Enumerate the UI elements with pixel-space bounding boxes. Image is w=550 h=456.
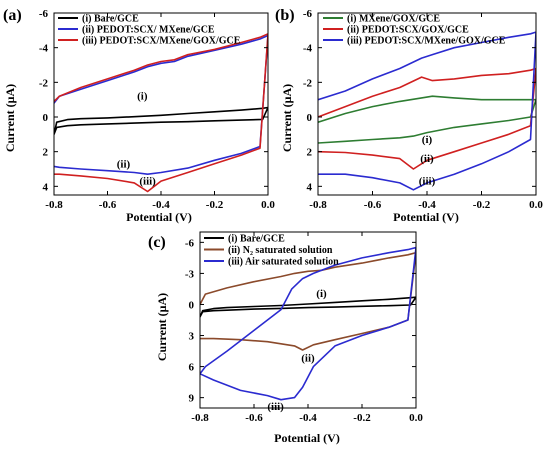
panel-c-x-tick-label: -0.8 [191,412,209,424]
panel-a-y-tick-label: 2 [43,147,49,159]
panel-b-y-tick-label: -2 [303,77,313,89]
panel-c-legend-entry-2: (ii) N₂ saturated solution [228,245,333,256]
panel-b-x-tick-label: -0.2 [473,199,491,211]
panel-b-x-tick-label: -0.4 [418,199,436,211]
panel-b-plot: (i) (ii) (iii) -0.8 -0.6 -0.4 -0.2 0.0 -6 -4 -2 0 2 4 [303,8,544,211]
panel-b-series-1-line [318,95,536,144]
panel-c-series-3-line [200,246,416,401]
panel-c-y-tick-label: 9 [189,393,195,405]
panel-c-x-tick-label: -0.4 [299,412,317,424]
panel-a-xlabel: Potential (V) [126,210,192,224]
panel-a-y-tick-label: -2 [39,77,49,89]
panel-a-y-tick-label: -4 [39,43,49,55]
panel-b-legend-entry-2: (ii) PEDOT:SCX/GOX/GCE [347,25,469,36]
panel-c-x-tick-label: -0.6 [245,412,263,424]
panel-a-curve-label-1: (i) [137,91,148,103]
panel-b: (b) Current (μA) Potential (V) (i)(ii)(i… [275,7,543,224]
panel-a-series-1-line [54,106,268,136]
panel-c-curve-label-1: (i) [316,288,327,300]
panel-c-y-tick-label: 3 [189,331,195,343]
panel-c-y-tick-label: 0 [189,299,195,311]
panel-c-y-tick-label: -6 [185,237,195,249]
panel-a-ylabel: Current (μA) [3,84,17,152]
panel-b-letter: (b) [275,7,295,24]
panel-a: (a) Current (μA) Potential (V) (i)(ii)(i… [3,7,275,224]
panel-b-curves [318,31,536,191]
panel-a-x-tick-label: -0.6 [99,199,117,211]
panel-a-curve-label-2: (ii) [117,158,131,170]
panel-a-series-2-line [54,34,268,175]
panel-c-curve-label-2: (ii) [301,352,315,364]
panel-c-x-tick-label: 0.0 [409,412,423,424]
panel-b-y-tick-label: 0 [307,112,313,124]
panel-b-curve-label-2: (ii) [420,153,434,165]
panel-a-series-3-line [54,32,268,193]
panel-a-legend-entry-1: (i) Bare/GCE [82,14,139,25]
panel-a-y-tick-label: -6 [39,8,49,20]
panel-a-curves [54,32,268,193]
panel-b-series-3-line [318,31,536,191]
panel-c-series-2-line [200,251,416,351]
panel-a-y-tick-label: 4 [43,181,49,193]
panel-b-x-tick-label: -0.6 [364,199,382,211]
panel-a-legend-entry-3: (iii) PEDOT:SCX/MXene/GOX/GCE [82,36,241,47]
panel-c-letter: (c) [148,234,166,251]
panel-b-curve-label-3: (iii) [419,176,436,188]
panel-a-legend: (i) Bare/GCE(ii) PEDOT:SCX/ MXene/GCE(ii… [58,14,241,47]
panel-c-legend-entry-1: (i) Bare/GCE [228,234,285,245]
panel-c-xlabel: Potential (V) [274,431,340,445]
panel-c-x-tick-label: -0.2 [353,412,371,424]
panel-c-plot: (i) (ii) (iii) -0.8 -0.6 -0.4 -0.2 0.0 -6 -3 0 3 6 9 [185,231,423,424]
panel-b-x-tick-label: -0.8 [309,199,327,211]
panel-b-ylabel: Current (μA) [280,84,294,152]
panel-b-legend-entry-1: (i) MXene/GOX/GCE [347,14,440,25]
panel-c-ylabel: Current (μA) [155,293,169,361]
panel-a-y-tick-label: 0 [43,112,49,124]
panel-b-x-tick-label: 0.0 [529,199,543,211]
panel-b-y-tick-label: -4 [303,43,313,55]
panel-a-curve-label-3: (iii) [139,176,156,188]
panel-b-xlabel: Potential (V) [393,210,459,224]
panel-c-legend: (i) Bare/GCE(ii) N₂ saturated solution(i… [204,234,339,268]
panel-c: (c) Current (μA) Potential (V) (i)(ii)(i… [148,231,423,445]
panel-a-x-tick-label: -0.4 [152,199,170,211]
panel-c-series-1-line [200,296,416,318]
panel-a-plot: (i) (ii) (iii) -0.8 -0.6 -0.4 -0.2 0.0 -6 -4 -2 0 2 4 [39,8,276,211]
panel-b-legend-entry-3: (iii) PEDOT:SCX/MXene/GOX/GCE [347,36,506,47]
panel-a-legend-entry-2: (ii) PEDOT:SCX/ MXene/GCE [82,25,215,36]
panel-a-letter: (a) [3,7,22,24]
panel-c-y-tick-label: -3 [185,268,195,280]
panel-a-x-tick-label: -0.2 [206,199,224,211]
panel-b-series-2-line [318,67,536,170]
panel-b-y-tick-label: 2 [307,147,313,159]
panel-b-y-tick-label: 4 [307,181,313,193]
panel-a-x-tick-label: 0.0 [261,199,275,211]
panel-b-y-tick-label: -6 [303,8,313,20]
panel-c-curves [200,246,416,401]
panel-b-legend: (i) MXene/GOX/GCE(ii) PEDOT:SCX/GOX/GCE(… [323,14,506,47]
panel-b-curve-label-1: (i) [422,134,433,146]
panel-a-x-tick-label: -0.8 [45,199,63,211]
panel-c-curve-label-3: (iii) [267,401,284,413]
panel-c-y-tick-label: 6 [189,362,195,374]
panel-c-legend-entry-3: (iii) Air saturated solution [228,257,339,268]
